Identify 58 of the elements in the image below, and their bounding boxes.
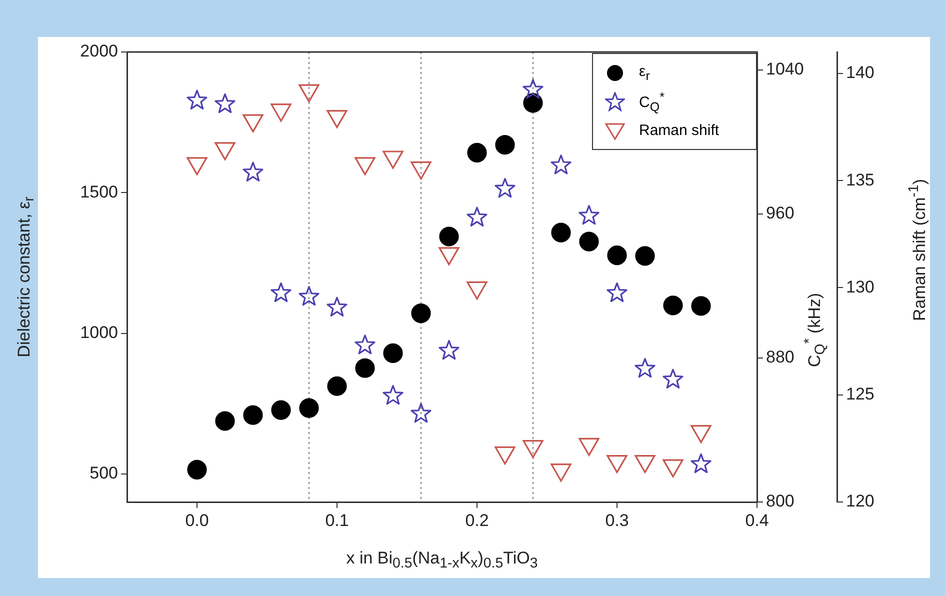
text: x in Bi$_{0.5}$(Na$_{1-x}$K$_{x}$)$_{0.5}$TiO$_{3}$: [346, 548, 538, 572]
point: [551, 222, 571, 242]
point: [439, 226, 459, 246]
point: [327, 376, 347, 396]
y3-tick-label: 130: [846, 277, 874, 296]
point: [607, 246, 627, 266]
point: [494, 178, 516, 198]
point: [354, 334, 376, 354]
point: [467, 142, 487, 162]
point: [187, 460, 207, 480]
point: [271, 400, 291, 420]
y-tick-label: 1000: [80, 322, 118, 342]
point: [299, 398, 319, 418]
x-tick-label: 0.1: [325, 510, 349, 530]
point: [634, 358, 656, 378]
point: [355, 358, 375, 378]
legend-label: Raman shift: [639, 122, 720, 139]
y-tick-label: 500: [90, 464, 118, 483]
point: [495, 135, 515, 155]
point: [550, 154, 572, 174]
point: [578, 205, 600, 225]
point: [326, 296, 348, 316]
legend-label: ε$_{r}$: [639, 62, 650, 82]
y3-tick-label: 135: [846, 170, 874, 190]
point: [635, 246, 655, 266]
point: [383, 343, 403, 364]
point: [466, 206, 488, 226]
point: [411, 303, 431, 324]
x-tick-label: 0.3: [605, 510, 629, 530]
point: [270, 282, 292, 302]
x-tick-label: 0.0: [185, 510, 209, 530]
point: [243, 405, 263, 425]
point: [438, 340, 460, 360]
x-tick-label: 0.2: [465, 510, 489, 530]
point: [215, 411, 235, 431]
y2-tick-label: 1040: [766, 60, 804, 79]
y3-tick-label: 140: [846, 63, 874, 82]
point: [382, 385, 404, 405]
point: [690, 453, 712, 474]
y-tick-label: 1500: [80, 182, 118, 202]
y3-tick-label: 120: [846, 492, 874, 511]
y2-tick-label: 960: [766, 204, 794, 223]
x-tick-label: 0.4: [745, 510, 769, 530]
point: [242, 162, 264, 182]
point: [298, 286, 320, 306]
point: [691, 296, 711, 316]
y-tick-label: 2000: [80, 42, 118, 61]
point: [662, 368, 684, 388]
point: [579, 232, 599, 252]
point: [606, 282, 628, 302]
point: [214, 93, 236, 114]
point: [522, 79, 544, 99]
point: [186, 90, 208, 110]
y2-tick-label: 880: [766, 348, 794, 367]
y2-tick-label: 800: [766, 492, 794, 511]
point: [663, 296, 683, 316]
y3-tick-label: 125: [846, 384, 874, 404]
point: [410, 403, 432, 423]
